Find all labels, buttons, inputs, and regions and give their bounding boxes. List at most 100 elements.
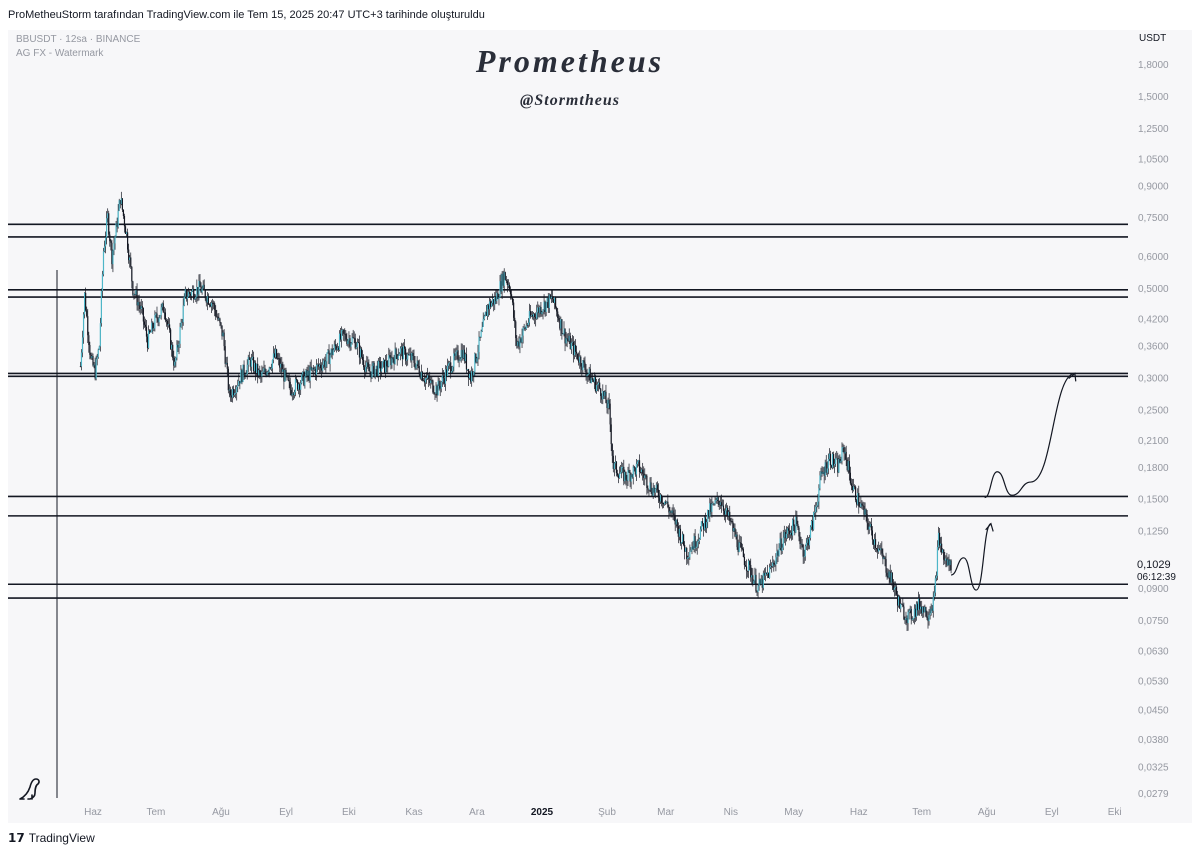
currency-label[interactable]: USDT [1139, 33, 1166, 44]
candle [493, 298, 495, 312]
currency-box[interactable] [1132, 28, 1188, 46]
candle [605, 384, 607, 404]
candle [154, 310, 156, 332]
candle [310, 359, 312, 372]
indicator-legend[interactable]: AG FX - Watermark [16, 48, 104, 59]
candle [498, 294, 500, 306]
candle [688, 552, 690, 566]
candle [502, 270, 504, 289]
projection-path-0[interactable] [950, 523, 992, 591]
candle [468, 370, 471, 380]
candle [793, 516, 795, 532]
candle [287, 374, 289, 381]
candle [450, 356, 452, 379]
symbol-legend[interactable]: BBUSDT · 12sa · BINANCE [16, 34, 141, 45]
candle [835, 452, 837, 468]
candle [594, 374, 597, 393]
candle [184, 286, 186, 299]
candle [948, 554, 950, 572]
price-chart[interactable]: BBUSDT · 12sa · BINANCE AG FX - Watermar… [8, 28, 1192, 823]
candle [839, 454, 841, 464]
candle [203, 279, 205, 291]
candle [189, 291, 192, 300]
candle [89, 341, 91, 360]
candle [313, 366, 315, 371]
candle [439, 380, 441, 397]
candle [644, 468, 646, 486]
candle [504, 271, 506, 281]
candle [722, 499, 725, 516]
candle [158, 314, 160, 327]
candle [174, 356, 176, 368]
candle [339, 328, 342, 342]
candle [614, 455, 617, 470]
candle [903, 602, 905, 621]
candle [239, 380, 241, 390]
candle [359, 345, 362, 364]
candle [342, 328, 344, 336]
y-tick-label: 0,0325 [1138, 762, 1169, 773]
dino-icon[interactable] [19, 778, 40, 800]
candle [371, 361, 373, 380]
y-tick-label: 0,2500 [1138, 405, 1169, 416]
candle [685, 547, 687, 552]
candle [211, 298, 214, 311]
candle [840, 456, 842, 464]
candle [950, 559, 952, 574]
candle [456, 344, 458, 360]
candle [97, 348, 99, 359]
candle [728, 509, 730, 521]
candle [515, 320, 517, 347]
candle [433, 385, 435, 395]
candle [204, 289, 206, 301]
candle [853, 484, 856, 490]
candle [924, 604, 926, 613]
candle [254, 360, 257, 381]
candle [406, 352, 408, 367]
candle [789, 530, 792, 539]
x-tick-label: Haz [850, 807, 868, 818]
candle [141, 301, 143, 315]
chart-area[interactable]: BBUSDT · 12sa · BINANCE AG FX - Watermar… [8, 28, 1192, 823]
candle [775, 553, 777, 572]
candle [771, 562, 773, 573]
candle [225, 356, 227, 365]
candle [377, 358, 379, 382]
candle [270, 363, 272, 372]
candle [334, 339, 336, 351]
candle [760, 574, 762, 585]
candle [890, 569, 892, 586]
candle [114, 235, 116, 250]
candle [514, 310, 516, 328]
candle [718, 500, 720, 510]
tradingview-footer[interactable]: 𝟭𝟳 TradingView [8, 829, 95, 847]
candle [629, 469, 631, 488]
candle [746, 570, 749, 578]
candle [540, 301, 542, 317]
candle [860, 496, 862, 509]
candle [742, 547, 744, 558]
candle [609, 398, 611, 432]
candle [632, 464, 634, 485]
candle [925, 606, 927, 618]
candle [486, 304, 489, 320]
candle [388, 347, 390, 368]
candle [382, 357, 385, 368]
candle [293, 389, 296, 399]
candle [437, 375, 439, 396]
candle [891, 572, 893, 591]
candle [755, 568, 757, 593]
candle [429, 371, 431, 386]
candle [603, 390, 605, 400]
candle [748, 558, 750, 579]
projection-path-1[interactable] [984, 372, 1076, 499]
candle [759, 578, 761, 586]
candle [832, 451, 835, 469]
candle [407, 352, 409, 366]
candle [451, 366, 453, 374]
candle [166, 319, 169, 330]
candle [187, 287, 190, 298]
candle [216, 309, 218, 318]
candle [285, 367, 287, 381]
candle [634, 467, 636, 477]
